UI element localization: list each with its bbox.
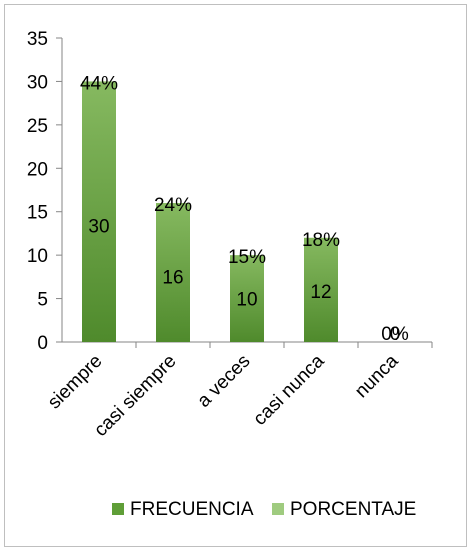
- x-category-label: casi nunca: [249, 350, 328, 429]
- data-label-porcentaje: 24%: [154, 195, 192, 216]
- y-tick-label: 10: [27, 246, 48, 267]
- data-label-frecuencia: 30: [88, 217, 109, 238]
- x-category-label: siempre: [44, 351, 107, 414]
- data-label-frecuencia: 16: [162, 268, 183, 289]
- legend-label: FRECUENCIA: [130, 499, 254, 520]
- x-category-label: nunca: [351, 350, 403, 402]
- bar-casi-nunca: [304, 237, 338, 342]
- legend-swatch: [112, 503, 124, 515]
- data-label-frecuencia: 0: [390, 324, 401, 345]
- data-label-frecuencia: 12: [310, 282, 331, 303]
- data-label-porcentaje: 44%: [80, 73, 118, 94]
- legend-swatch: [272, 503, 284, 515]
- y-tick-label: 0: [37, 333, 48, 354]
- bar-a-veces: [230, 255, 264, 342]
- data-label-frecuencia: 10: [236, 290, 257, 311]
- legend-label: PORCENTAJE: [290, 499, 416, 520]
- bar-siempre: [82, 81, 116, 342]
- data-label-porcentaje: 0%: [381, 324, 409, 345]
- y-tick-label: 20: [27, 159, 48, 180]
- y-tick-label: 30: [27, 72, 48, 93]
- data-label-porcentaje: 15%: [228, 247, 266, 268]
- bar-casi-siempre: [156, 203, 190, 342]
- x-category-label: a veces: [193, 351, 254, 412]
- y-tick-label: 5: [37, 290, 48, 311]
- y-tick-label: 35: [27, 29, 48, 50]
- y-tick-label: 25: [27, 116, 48, 137]
- y-tick-label: 15: [27, 203, 48, 224]
- data-label-porcentaje: 18%: [302, 230, 340, 251]
